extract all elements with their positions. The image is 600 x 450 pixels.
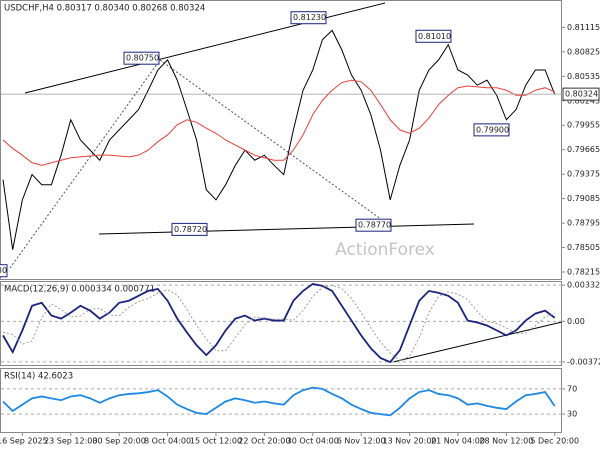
x-tick-label: 16 Sep 2025 [0, 437, 48, 446]
fib-line [9, 59, 161, 269]
macd-title: MACD(12,26,9) 0.000334 0.000771 [4, 285, 155, 295]
series-line [2, 282, 556, 364]
macd-panel [0, 281, 562, 366]
y-tick-label: 0.79665 [567, 145, 600, 154]
series-line [2, 386, 556, 417]
x-tick-label: 15 Oct 12:00 [190, 437, 242, 446]
y-tick-label: 0.80825 [567, 47, 600, 56]
annotation-label: 0.78770 [358, 221, 391, 230]
y-tick-label: 0.80535 [567, 72, 600, 81]
last-price-box [562, 87, 600, 101]
rsi-panel [0, 368, 562, 433]
trend-line [24, 2, 386, 94]
y-tick-label: 0.81115 [567, 23, 600, 32]
fib-line [159, 59, 386, 223]
annotation-label: 0.78230 [0, 266, 7, 275]
y-tick-label: 0.003321 [567, 281, 600, 290]
y-tick-label: 0.78795 [567, 219, 600, 228]
x-tick-label: 5 Dec 20:00 [530, 437, 579, 446]
last-price-label: 0.80324 [565, 90, 598, 99]
x-tick-label: 6 Nov 12:00 [337, 437, 386, 446]
x-tick-label: 28 Nov 12:00 [479, 437, 533, 446]
y-tick-label: -0.003723 [567, 357, 600, 366]
x-tick-label: 30 Sep 20:00 [92, 437, 145, 446]
y-tick-label: 0.78215 [567, 267, 600, 276]
annotation-box [171, 222, 208, 236]
x-tick-label: 13 Nov 20:00 [383, 437, 437, 446]
annotation-box [415, 29, 452, 43]
y-tick-label: 0.79085 [567, 194, 600, 203]
trend-line [98, 223, 475, 235]
annotation-label: 0.78720 [174, 225, 207, 234]
x-tick-label: 23 Sep 12:00 [44, 437, 97, 446]
y-tick-label: 70 [567, 384, 577, 393]
series-line [2, 29, 556, 250]
annotation-label: 0.79900 [476, 125, 509, 134]
watermark: ActionForex [335, 240, 435, 260]
annotation-box [473, 123, 510, 137]
annotation-box [123, 51, 160, 65]
trend-line [392, 321, 563, 363]
price-panel [0, 0, 562, 280]
rsi-title: RSI(14) 42.6023 [4, 372, 73, 382]
series-line [2, 284, 555, 362]
y-tick-label: 0.80245 [567, 96, 600, 105]
chart-title: USDCHF,H4 0.80317 0.80340 0.80268 0.8032… [4, 4, 205, 14]
annotation-label: 0.81010 [418, 32, 451, 41]
y-tick-label: 30 [567, 410, 577, 419]
x-tick-label: 22 Oct 20:00 [238, 437, 290, 446]
x-tick-label: 21 Nov 04:00 [431, 437, 485, 446]
annotation-box [290, 11, 327, 25]
annotation-label: 0.80750 [126, 54, 159, 63]
x-tick-label: 8 Oct 04:00 [144, 437, 191, 446]
x-tick-label: 30 Oct 04:00 [287, 437, 339, 446]
y-tick-label: 0.00 [567, 317, 585, 326]
annotation-box [0, 264, 8, 278]
y-tick-label: 0.79375 [567, 170, 600, 179]
annotation-label: 0.81230 [293, 13, 326, 22]
y-tick-label: 0.79955 [567, 121, 600, 130]
series-line [2, 79, 555, 166]
y-tick-label: 0.78505 [567, 243, 600, 252]
annotation-box [355, 218, 392, 232]
